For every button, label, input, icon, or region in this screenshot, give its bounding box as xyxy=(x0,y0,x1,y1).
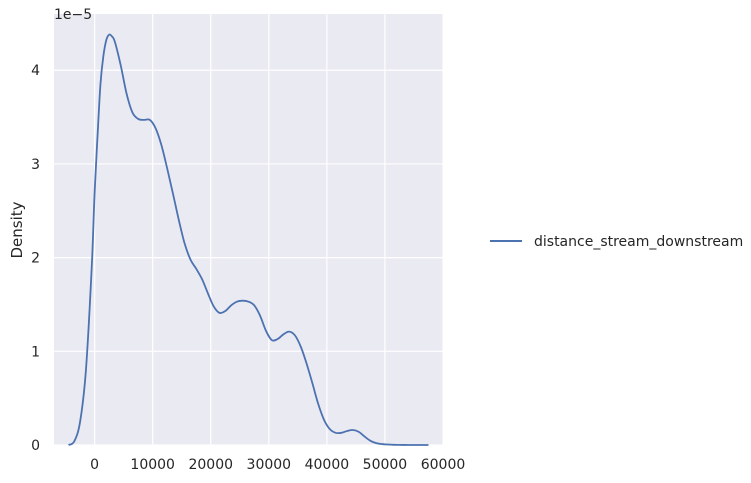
x-tick-label: 0 xyxy=(90,457,99,473)
x-gridlines xyxy=(94,14,444,445)
y-tick-label: 2 xyxy=(31,251,40,267)
y-tick-label: 0 xyxy=(31,438,40,454)
series-layer xyxy=(68,33,429,446)
x-tick-label: 10000 xyxy=(130,457,175,473)
x-tick-label: 20000 xyxy=(188,457,233,473)
y-axis-label: Density xyxy=(8,201,26,258)
x-tick-label: 40000 xyxy=(305,457,350,473)
x-tick-labels: 0 10000 20000 30000 40000 50000 60000 xyxy=(90,457,465,473)
legend-label: distance_stream_downstream xyxy=(534,234,743,250)
y-tick-labels: 0 1 2 3 4 xyxy=(31,63,40,454)
series-line-distance_stream_downstream xyxy=(68,33,429,446)
y-tick-label: 3 xyxy=(31,157,40,173)
y-tick-label: 1 xyxy=(31,344,40,360)
legend: distance_stream_downstream xyxy=(490,234,743,250)
plot-background xyxy=(54,14,443,445)
x-tick-label: 60000 xyxy=(421,457,466,473)
y-tick-label: 4 xyxy=(31,63,40,79)
x-tick-label: 50000 xyxy=(363,457,408,473)
y-gridlines xyxy=(54,69,443,446)
x-tick-label: 30000 xyxy=(247,457,292,473)
y-scale-note: 1e−5 xyxy=(54,7,92,23)
